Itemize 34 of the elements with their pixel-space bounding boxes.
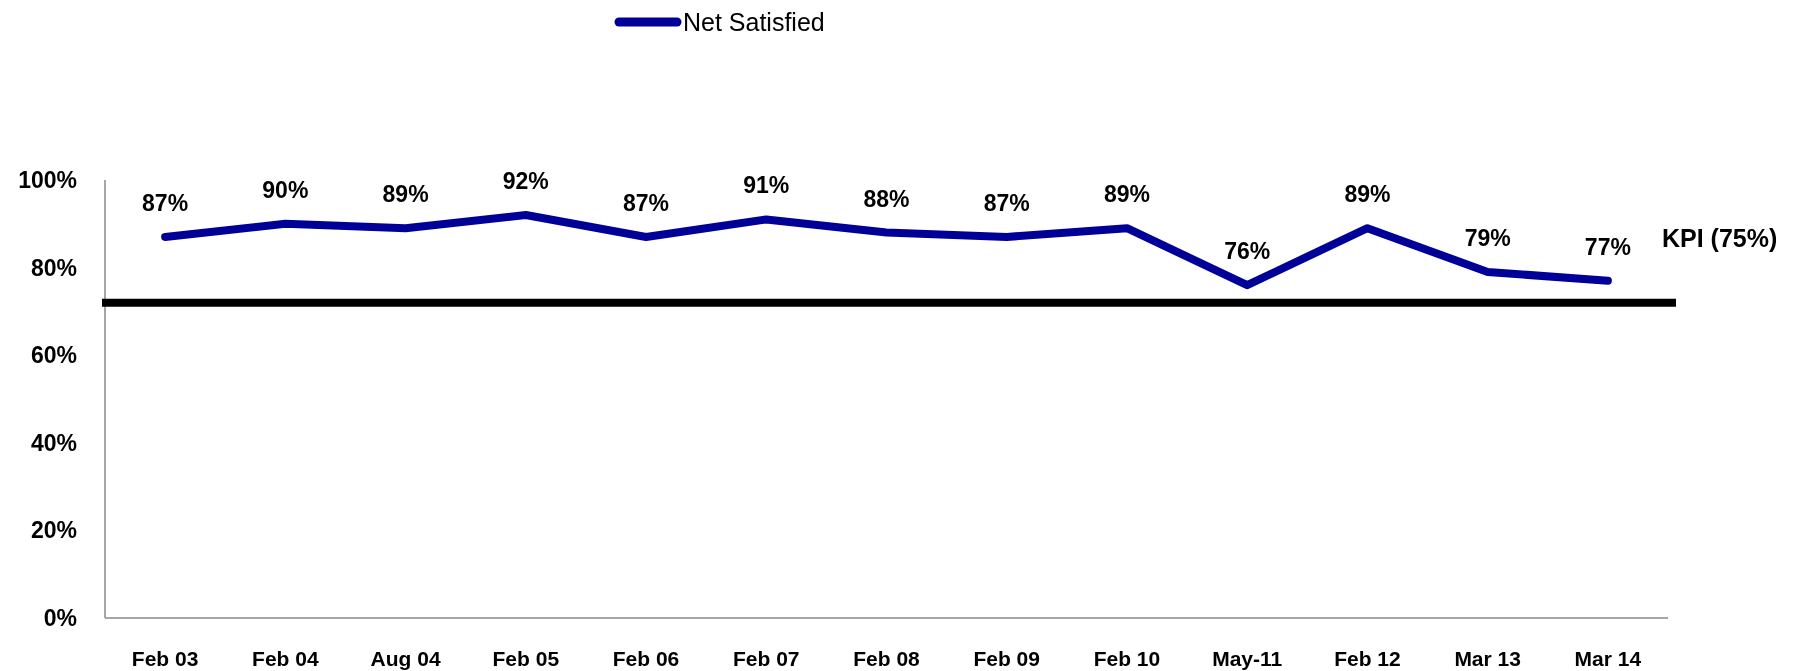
data-label: 92% [502, 168, 549, 195]
x-tick-label: Feb 03 [131, 647, 199, 670]
data-label: 79% [1464, 224, 1511, 251]
y-tick-label: 0% [43, 605, 77, 632]
data-label: 89% [1103, 181, 1150, 208]
data-label: 89% [382, 181, 429, 208]
y-tick-label: 20% [30, 517, 77, 544]
legend-label: Net Satisfied [683, 7, 825, 36]
y-tick-label: 80% [30, 254, 77, 281]
data-label: 89% [1344, 181, 1391, 208]
data-label: 76% [1224, 238, 1271, 265]
data-label: 88% [863, 185, 910, 212]
data-label: 87% [142, 189, 189, 216]
x-tick-label: Feb 09 [973, 647, 1040, 670]
data-label: 90% [262, 176, 309, 203]
x-tick-label: Mar 13 [1454, 647, 1521, 670]
y-tick-label: 40% [30, 429, 77, 456]
x-tick-label: Feb 12 [1334, 647, 1401, 670]
x-tick-label: Feb 04 [252, 647, 319, 670]
x-tick-label: May-11 [1212, 647, 1283, 670]
x-tick-label: Mar 14 [1574, 647, 1642, 670]
data-label: 87% [623, 189, 670, 216]
x-tick-label: Feb 10 [1093, 647, 1161, 670]
x-tick-label: Aug 04 [370, 647, 441, 670]
x-tick-label: Feb 06 [612, 647, 680, 670]
ref-line-label: KPI (75%) [1662, 223, 1778, 252]
data-label: 91% [743, 172, 790, 199]
y-tick-label: 100% [18, 167, 77, 194]
x-tick-label: Feb 08 [853, 647, 921, 670]
y-tick-label: 60% [30, 342, 77, 369]
x-tick-label: Feb 07 [733, 647, 800, 670]
data-label: 87% [983, 189, 1030, 216]
data-label: 77% [1584, 233, 1631, 260]
x-tick-label: Feb 05 [492, 647, 560, 670]
